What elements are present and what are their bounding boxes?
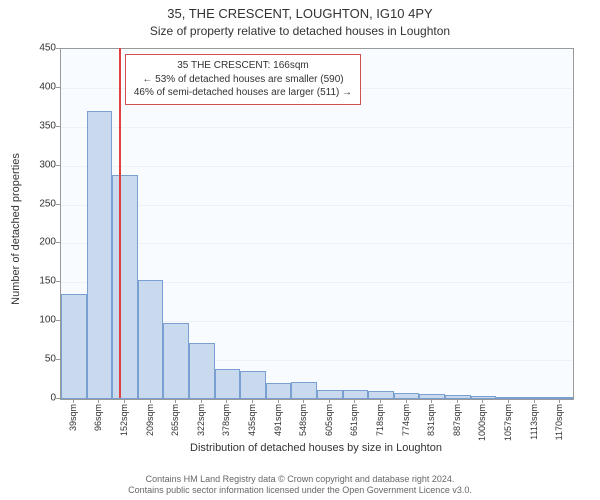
annotation-line: 46% of semi-detached houses are larger (… xyxy=(134,86,352,100)
histogram-bar xyxy=(547,397,573,399)
histogram-bar xyxy=(189,343,215,399)
histogram-bar xyxy=(419,394,445,399)
x-tick-label: 322sqm xyxy=(196,404,206,436)
y-tick-label: 200 xyxy=(16,237,56,248)
x-tick-label: 831sqm xyxy=(426,404,436,436)
x-tick-label: 39sqm xyxy=(68,404,78,431)
annotation-callout: 35 THE CRESCENT: 166sqm← 53% of detached… xyxy=(125,54,361,105)
x-tick-mark xyxy=(457,399,458,403)
x-tick-mark xyxy=(431,399,432,403)
x-tick-label: 548sqm xyxy=(298,404,308,436)
reference-line xyxy=(119,48,121,398)
x-tick-mark xyxy=(278,399,279,403)
x-tick-mark xyxy=(482,399,483,403)
x-tick-label: 152sqm xyxy=(119,404,129,436)
histogram-bar xyxy=(87,111,113,399)
chart-title: 35, THE CRESCENT, LOUGHTON, IG10 4PY xyxy=(0,6,600,21)
x-tick-mark xyxy=(124,399,125,403)
histogram-bar xyxy=(61,294,87,399)
chart-subtitle: Size of property relative to detached ho… xyxy=(0,24,600,38)
footer-line-1: Contains HM Land Registry data © Crown c… xyxy=(0,474,600,485)
y-tick-label: 50 xyxy=(16,354,56,365)
footer-attribution: Contains HM Land Registry data © Crown c… xyxy=(0,474,600,497)
x-tick-mark xyxy=(150,399,151,403)
x-tick-label: 1000sqm xyxy=(477,404,487,441)
y-tick-mark xyxy=(56,359,60,360)
x-axis-label: Distribution of detached houses by size … xyxy=(60,442,572,454)
x-tick-label: 1170sqm xyxy=(554,404,564,440)
x-tick-label: 1057sqm xyxy=(503,404,513,441)
x-tick-mark xyxy=(303,399,304,403)
x-tick-label: 1113sqm xyxy=(529,404,539,440)
x-tick-mark xyxy=(175,399,176,403)
y-tick-label: 400 xyxy=(16,81,56,92)
histogram-bar xyxy=(112,175,138,399)
gridline xyxy=(61,127,573,128)
x-tick-label: 491sqm xyxy=(273,404,283,436)
x-tick-label: 774sqm xyxy=(401,404,411,436)
histogram-bar xyxy=(445,395,471,399)
x-tick-mark xyxy=(380,399,381,403)
y-tick-mark xyxy=(56,281,60,282)
histogram-bar xyxy=(471,396,497,399)
y-tick-label: 300 xyxy=(16,159,56,170)
x-tick-mark xyxy=(508,399,509,403)
x-tick-mark xyxy=(226,399,227,403)
x-tick-mark xyxy=(329,399,330,403)
x-tick-label: 887sqm xyxy=(452,404,462,436)
histogram-bar xyxy=(163,323,189,399)
y-tick-label: 100 xyxy=(16,315,56,326)
histogram-bar xyxy=(240,371,266,399)
x-tick-label: 605sqm xyxy=(324,404,334,436)
y-tick-mark xyxy=(56,87,60,88)
y-tick-mark xyxy=(56,320,60,321)
chart-container: 35, THE CRESCENT, LOUGHTON, IG10 4PY Siz… xyxy=(0,0,600,500)
x-tick-mark xyxy=(354,399,355,403)
x-tick-label: 435sqm xyxy=(247,404,257,436)
y-tick-mark xyxy=(56,126,60,127)
y-tick-label: 250 xyxy=(16,198,56,209)
annotation-line: 35 THE CRESCENT: 166sqm xyxy=(134,59,352,73)
y-tick-mark xyxy=(56,165,60,166)
x-tick-mark xyxy=(73,399,74,403)
gridline xyxy=(61,166,573,167)
y-tick-mark xyxy=(56,204,60,205)
x-tick-mark xyxy=(559,399,560,403)
x-tick-label: 209sqm xyxy=(145,404,155,436)
x-tick-label: 661sqm xyxy=(349,404,359,436)
histogram-bar xyxy=(215,369,241,399)
y-tick-mark xyxy=(56,48,60,49)
x-tick-mark xyxy=(534,399,535,403)
gridline xyxy=(61,205,573,206)
histogram-bar xyxy=(266,383,292,399)
y-tick-mark xyxy=(56,242,60,243)
x-tick-mark xyxy=(98,399,99,403)
histogram-bar xyxy=(317,390,343,399)
histogram-bar xyxy=(522,397,548,399)
x-tick-label: 265sqm xyxy=(170,404,180,436)
histogram-bar xyxy=(394,393,420,399)
annotation-line: ← 53% of detached houses are smaller (59… xyxy=(134,73,352,87)
histogram-bar xyxy=(138,280,164,399)
y-tick-label: 450 xyxy=(16,43,56,54)
x-tick-mark xyxy=(252,399,253,403)
y-tick-label: 150 xyxy=(16,276,56,287)
histogram-bar xyxy=(291,382,317,399)
gridline xyxy=(61,243,573,244)
histogram-bar xyxy=(368,391,394,399)
x-tick-mark xyxy=(201,399,202,403)
x-tick-label: 96sqm xyxy=(93,404,103,431)
histogram-bar xyxy=(343,390,369,399)
y-tick-label: 350 xyxy=(16,120,56,131)
x-tick-label: 378sqm xyxy=(221,404,231,436)
x-tick-label: 718sqm xyxy=(375,404,385,436)
footer-line-2: Contains public sector information licen… xyxy=(0,485,600,496)
y-tick-label: 0 xyxy=(16,393,56,404)
y-tick-mark xyxy=(56,398,60,399)
x-tick-mark xyxy=(406,399,407,403)
